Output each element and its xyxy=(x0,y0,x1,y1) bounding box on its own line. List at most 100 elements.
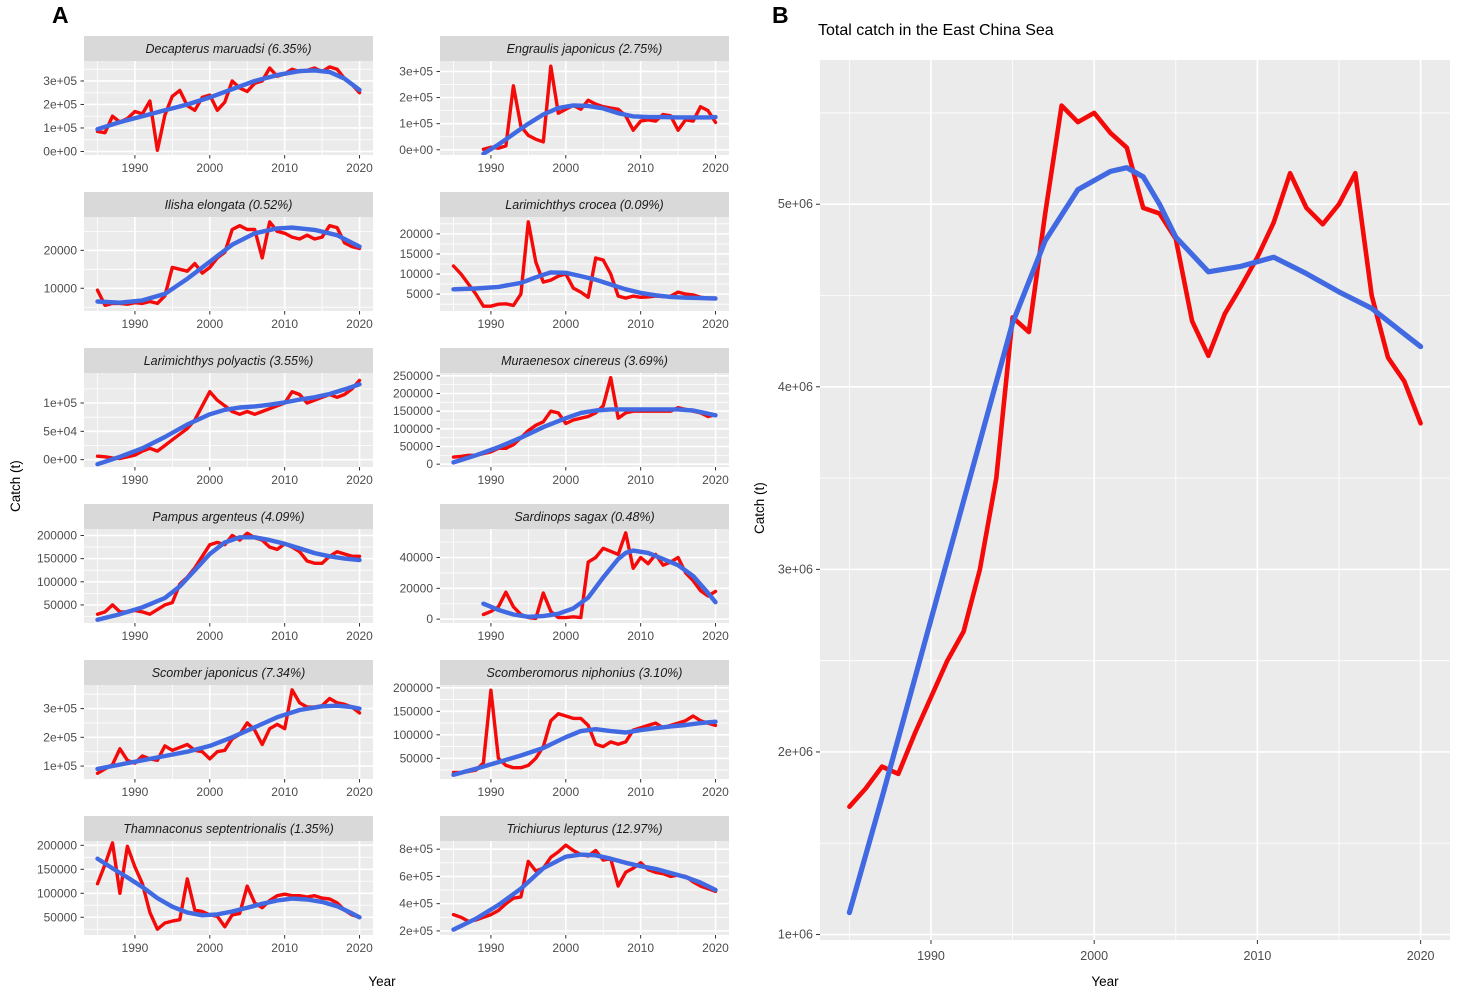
svg-text:1990: 1990 xyxy=(478,473,505,487)
svg-text:3e+06: 3e+06 xyxy=(778,562,813,576)
svg-text:Pampus argenteus (4.09%): Pampus argenteus (4.09%) xyxy=(152,510,304,524)
svg-text:4e+06: 4e+06 xyxy=(778,380,813,394)
svg-text:Engraulis japonicus (2.75%): Engraulis japonicus (2.75%) xyxy=(507,42,663,56)
svg-text:10000: 10000 xyxy=(400,267,434,281)
svg-text:2020: 2020 xyxy=(702,629,729,643)
svg-text:2010: 2010 xyxy=(271,941,298,955)
svg-text:2000: 2000 xyxy=(196,941,223,955)
svg-text:1990: 1990 xyxy=(122,473,149,487)
svg-text:20000: 20000 xyxy=(44,243,78,257)
svg-text:2010: 2010 xyxy=(627,785,654,799)
svg-text:0: 0 xyxy=(426,457,433,471)
svg-text:100000: 100000 xyxy=(393,422,433,436)
svg-text:Thamnaconus septentrionalis (1: Thamnaconus septentrionalis (1.35%) xyxy=(123,822,334,836)
svg-text:Larimichthys polyactis (3.55%): Larimichthys polyactis (3.55%) xyxy=(144,354,314,368)
svg-text:0e+00: 0e+00 xyxy=(43,453,77,467)
facet-grid: Decapterus maruadsi (6.35%) 0e+00 1e+05 2e+… xyxy=(26,36,738,968)
svg-text:1990: 1990 xyxy=(122,161,149,175)
facet-chart-larimichthys-crocea: Larimichthys crocea (0.09%) 5000 10000 1500… xyxy=(400,192,729,331)
svg-text:50000: 50000 xyxy=(44,910,78,924)
svg-text:50000: 50000 xyxy=(400,440,434,454)
svg-text:2000: 2000 xyxy=(552,785,579,799)
facet-chart-decapterus-maruadsi: Decapterus maruadsi (6.35%) 0e+00 1e+05 2e+… xyxy=(43,36,373,175)
panel-b-x-axis-title: Year xyxy=(1091,974,1119,989)
svg-text:1990: 1990 xyxy=(478,941,505,955)
panel-b-y-axis-title: Catch (t) xyxy=(752,482,767,534)
svg-text:200000: 200000 xyxy=(37,838,77,852)
svg-text:2020: 2020 xyxy=(702,473,729,487)
svg-text:2e+05: 2e+05 xyxy=(399,91,433,105)
svg-text:2020: 2020 xyxy=(1407,949,1435,963)
svg-text:Muraenesox cinereus (3.69%): Muraenesox cinereus (3.69%) xyxy=(501,354,668,368)
svg-text:Larimichthys crocea (0.09%): Larimichthys crocea (0.09%) xyxy=(505,198,663,212)
svg-text:1990: 1990 xyxy=(122,785,149,799)
svg-text:1990: 1990 xyxy=(478,161,505,175)
facet-chart-ilisha-elongata: Ilisha elongata (0.52%) 10000 20000 1990 200… xyxy=(44,192,373,331)
svg-text:2010: 2010 xyxy=(271,473,298,487)
svg-text:150000: 150000 xyxy=(37,552,77,566)
svg-text:3e+05: 3e+05 xyxy=(399,64,433,78)
svg-text:2000: 2000 xyxy=(196,161,223,175)
svg-text:200000: 200000 xyxy=(393,681,433,695)
svg-text:2010: 2010 xyxy=(627,317,654,331)
svg-text:2000: 2000 xyxy=(196,785,223,799)
svg-text:2e+05: 2e+05 xyxy=(43,730,77,744)
svg-text:Scomberomorus niphonius (3.10%: Scomberomorus niphonius (3.10%) xyxy=(487,666,683,680)
svg-text:Sardinops sagax (0.48%): Sardinops sagax (0.48%) xyxy=(514,510,654,524)
svg-text:1990: 1990 xyxy=(917,949,945,963)
svg-text:2000: 2000 xyxy=(552,473,579,487)
facet-chart-scomber-japonicus: Scomber japonicus (7.34%) 1e+05 2e+05 3e+05… xyxy=(43,660,373,799)
svg-text:200000: 200000 xyxy=(37,528,77,542)
svg-text:0e+00: 0e+00 xyxy=(399,143,433,157)
svg-text:50000: 50000 xyxy=(400,751,434,765)
svg-text:Decapterus maruadsi (6.35%): Decapterus maruadsi (6.35%) xyxy=(145,42,311,56)
svg-text:150000: 150000 xyxy=(393,704,433,718)
facet-chart-muraenesox-cinereus: Muraenesox cinereus (3.69%) 0 50000 100000 1… xyxy=(393,348,729,487)
svg-text:40000: 40000 xyxy=(400,551,434,565)
svg-text:2000: 2000 xyxy=(1080,949,1108,963)
svg-text:1990: 1990 xyxy=(478,317,505,331)
panel-b-title: Total catch in the East China Sea xyxy=(818,22,1054,39)
panel-b-label: B xyxy=(772,2,789,28)
svg-text:150000: 150000 xyxy=(37,862,77,876)
svg-text:0: 0 xyxy=(426,612,433,626)
svg-text:2010: 2010 xyxy=(271,629,298,643)
svg-text:5e+04: 5e+04 xyxy=(43,424,77,438)
svg-text:2010: 2010 xyxy=(627,473,654,487)
svg-text:2000: 2000 xyxy=(552,941,579,955)
svg-text:8e+05: 8e+05 xyxy=(399,842,433,856)
svg-text:15000: 15000 xyxy=(400,247,434,261)
svg-text:6e+05: 6e+05 xyxy=(399,869,433,883)
svg-text:10000: 10000 xyxy=(44,281,78,295)
svg-text:250000: 250000 xyxy=(393,369,433,383)
svg-text:20000: 20000 xyxy=(400,227,434,241)
svg-text:2020: 2020 xyxy=(346,161,373,175)
facet-chart-pampus-argenteus: Pampus argenteus (4.09%) 50000 100000 15000… xyxy=(37,504,373,643)
svg-text:Trichiurus lepturus (12.97%): Trichiurus lepturus (12.97%) xyxy=(506,822,662,836)
svg-text:1e+05: 1e+05 xyxy=(43,759,77,773)
svg-text:100000: 100000 xyxy=(37,575,77,589)
panel-a-label: A xyxy=(52,2,69,28)
svg-text:1e+05: 1e+05 xyxy=(399,117,433,131)
svg-text:1990: 1990 xyxy=(122,629,149,643)
facet-chart-trichiurus-lepturus: Trichiurus lepturus (12.97%) 2e+05 4e+05 6e… xyxy=(399,816,729,955)
svg-text:2020: 2020 xyxy=(702,941,729,955)
svg-text:20000: 20000 xyxy=(400,581,434,595)
svg-text:2020: 2020 xyxy=(346,473,373,487)
svg-text:50000: 50000 xyxy=(44,598,78,612)
svg-text:2000: 2000 xyxy=(552,317,579,331)
svg-text:2010: 2010 xyxy=(627,941,654,955)
chart-total-east-china-sea: 1e+06 2e+06 3e+06 4e+06 5e+06 1990 2000 2010 202… xyxy=(778,60,1450,963)
svg-text:2020: 2020 xyxy=(346,317,373,331)
svg-text:1990: 1990 xyxy=(122,317,149,331)
svg-text:1990: 1990 xyxy=(478,785,505,799)
svg-text:100000: 100000 xyxy=(393,728,433,742)
svg-text:2010: 2010 xyxy=(271,317,298,331)
svg-text:2010: 2010 xyxy=(627,161,654,175)
svg-text:2000: 2000 xyxy=(196,629,223,643)
svg-text:2010: 2010 xyxy=(627,629,654,643)
panel-a-x-axis-title: Year xyxy=(368,974,396,989)
svg-text:2000: 2000 xyxy=(196,317,223,331)
facet-chart-sardinops-sagax: Sardinops sagax (0.48%) 0 20000 40000 1990 20… xyxy=(400,504,729,643)
